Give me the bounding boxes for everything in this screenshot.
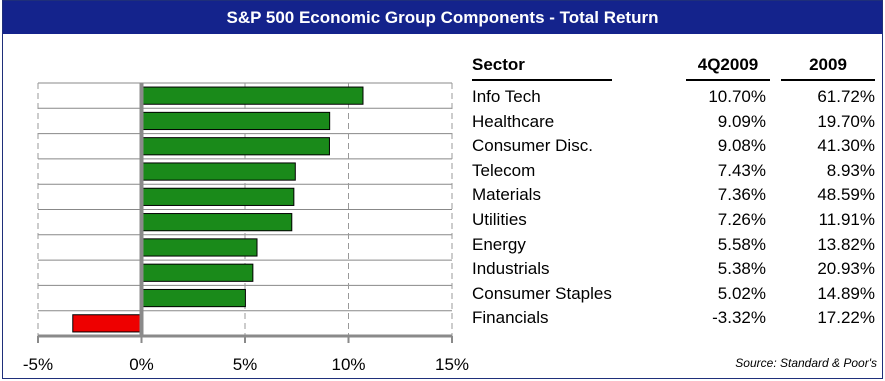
year-return: 17.22% [817,308,875,328]
bar-financials [72,314,142,333]
year-return: 48.59% [817,185,875,205]
q4-return: 9.08% [717,136,766,156]
year-return: 20.93% [817,259,875,279]
x-tick-label: 0% [129,355,154,374]
year-return: 8.93% [826,160,875,180]
source-note: Source: Standard & Poor's [735,356,877,370]
bar-utilities [141,213,293,232]
year-return: 61.72% [817,87,875,106]
bar-consumer-disc- [141,137,330,156]
q4-return: 5.02% [717,283,766,303]
bar-telecom [141,162,296,181]
x-tick-label: 5% [233,355,258,374]
sector-name: Utilities [472,210,527,229]
sector-name: Energy [472,234,526,254]
bar-materials [141,187,295,206]
q4-return: 7.26% [717,210,766,229]
x-tick-label: -5% [23,355,53,374]
chart-title: S&P 500 Economic Group Components - Tota… [3,1,882,34]
year-return: 19.70% [817,111,875,131]
q4-return: 7.36% [717,185,766,205]
q4-return: 10.70% [708,87,766,106]
header-underline [686,79,770,81]
header-2009: 2009 [809,55,847,74]
bar-healthcare [141,111,331,131]
bar-energy [141,238,258,257]
header-sector: Sector [472,55,525,74]
bar-industrials [141,263,254,282]
x-tick-label: 15% [435,355,469,374]
year-return: 41.30% [817,136,875,156]
sector-name: Telecom [472,160,536,180]
sector-name: Consumer Disc. [472,136,593,156]
q4-return: 7.43% [717,160,766,180]
q4-return: 5.58% [717,234,766,254]
year-return: 13.82% [817,234,875,254]
x-tick-label: 10% [331,355,365,374]
year-return: 14.89% [817,283,875,303]
q4-return: 5.38% [717,259,766,279]
header-underline [472,79,612,81]
q4-return: 9.09% [717,111,766,131]
sector-name: Healthcare [472,111,555,131]
sector-name: Financials [472,308,549,328]
q4-return: -3.32% [712,308,766,328]
header-underline [781,79,875,81]
bar-info-tech [141,86,364,105]
sector-name: Industrials [472,259,550,279]
bar-consumer-staples [141,288,246,308]
year-return: 11.91% [818,210,875,229]
header-4q2009: 4Q2009 [697,55,759,74]
sector-name: Consumer Staples [472,283,612,303]
sector-name: Info Tech [472,87,541,106]
sector-name: Materials [472,185,541,205]
